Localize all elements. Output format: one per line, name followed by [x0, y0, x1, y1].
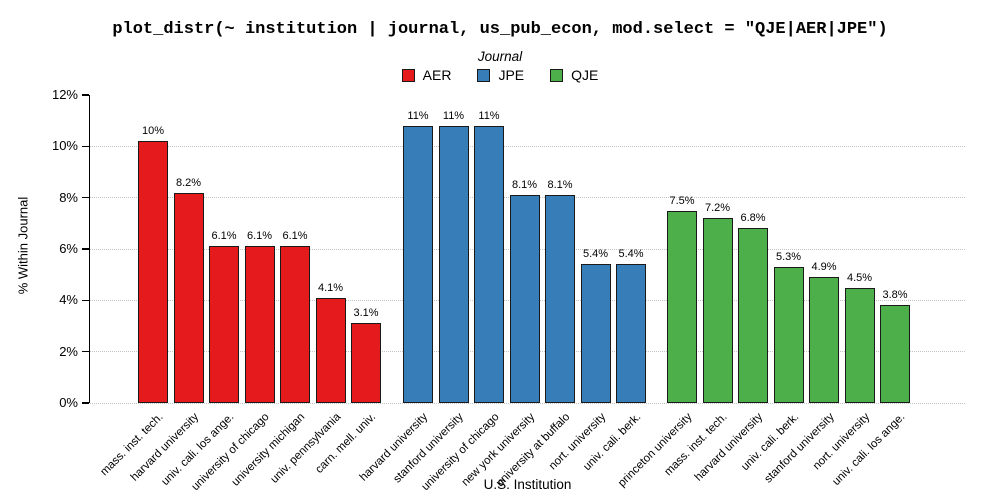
- bar-qje-4: [773, 266, 804, 403]
- bar-aer-1: [138, 141, 168, 403]
- legend: Journal AER JPE QJE: [0, 49, 1000, 83]
- bar-aer-3: [209, 246, 239, 403]
- bar-jpe-7: [616, 264, 646, 403]
- bar-qje-6: [844, 287, 875, 403]
- legend-items: AER JPE QJE: [401, 67, 598, 83]
- y-tick-label-6pct: 6%: [59, 241, 78, 256]
- legend-swatch-qje-icon: [550, 68, 564, 82]
- legend-entry-qje: QJE: [550, 67, 598, 83]
- bar-value-label-qje-4: 5.3%: [775, 250, 802, 263]
- y-tick-label-0pct: 0%: [59, 395, 78, 410]
- bar-qje-1: [667, 210, 697, 403]
- bar-value-label-aer-7: 3.1%: [353, 307, 379, 320]
- bar-value-label-jpe-4: 8.1%: [511, 179, 538, 192]
- legend-entry-jpe: JPE: [477, 67, 524, 83]
- y-tick-6pct: [81, 248, 89, 250]
- bar-value-label-jpe-5: 8.1%: [547, 179, 573, 192]
- y-tick-label-12pct: 12%: [51, 87, 78, 102]
- bar-aer-7: [351, 323, 381, 403]
- bar-jpe-3: [474, 125, 504, 403]
- bar-jpe-6: [580, 264, 611, 403]
- y-tick-label-2pct: 2%: [59, 343, 78, 359]
- legend-swatch-jpe-icon: [477, 68, 491, 82]
- legend-title: Journal: [477, 49, 523, 64]
- bar-value-label-qje-6: 4.5%: [846, 271, 873, 284]
- bar-value-label-aer-6: 4.1%: [317, 281, 344, 294]
- y-tick-8pct: [81, 196, 89, 199]
- bar-value-label-qje-2: 7.2%: [704, 202, 731, 215]
- bar-value-label-qje-3: 6.8%: [740, 212, 766, 225]
- x-tick-label-aer-1: mass. inst. tech.: [98, 411, 166, 479]
- bar-value-label-jpe-2: 11%: [442, 109, 465, 122]
- bar-value-label-aer-4: 6.1%: [246, 230, 273, 243]
- bar-value-label-jpe-7: 5.4%: [618, 248, 644, 261]
- gridline-10pct: [90, 145, 965, 147]
- bar-jpe-2: [438, 125, 469, 403]
- bar-value-label-jpe-3: 11%: [478, 109, 500, 122]
- legend-label-qje: QJE: [571, 67, 599, 83]
- bar-jpe-1: [403, 125, 433, 403]
- y-axis-title: % Within Journal: [15, 196, 31, 295]
- y-tick-label-10pct: 10%: [51, 138, 78, 154]
- bar-value-label-aer-3: 6.1%: [211, 230, 237, 243]
- y-tick-2pct: [81, 350, 89, 353]
- bar-value-label-aer-5: 6.1%: [282, 230, 308, 243]
- gridline-0pct: [90, 402, 965, 404]
- bar-aer-5: [280, 246, 310, 403]
- x-tick-label-qje-2: mass. inst. tech.: [662, 411, 730, 479]
- bar-qje-2: [702, 218, 733, 403]
- bar-value-label-jpe-6: 5.4%: [582, 248, 609, 261]
- bar-qje-5: [809, 277, 839, 403]
- legend-label-jpe: JPE: [498, 67, 525, 83]
- legend-entry-aer: AER: [401, 67, 452, 83]
- y-tick-10pct: [81, 145, 89, 148]
- chart-title: plot_distr(~ institution | journal, us_p…: [112, 20, 888, 39]
- y-tick-label-4pct: 4%: [59, 292, 78, 308]
- legend-swatch-aer-icon: [401, 68, 415, 82]
- y-tick-0pct: [81, 402, 89, 404]
- bar-aer-2: [173, 192, 204, 403]
- bar-value-label-qje-7: 3.8%: [882, 289, 908, 302]
- y-tick-12pct: [81, 94, 89, 96]
- bar-aer-4: [244, 246, 275, 403]
- bar-qje-3: [738, 228, 768, 403]
- bar-value-label-qje-1: 7.5%: [669, 194, 695, 207]
- y-tick-4pct: [81, 299, 89, 302]
- x-axis-title: U.S. Institution: [483, 477, 572, 492]
- bar-jpe-5: [545, 195, 575, 403]
- bar-aer-6: [315, 297, 346, 403]
- y-axis-line: [88, 95, 90, 403]
- bar-qje-7: [880, 305, 910, 403]
- legend-label-aer: AER: [422, 67, 452, 83]
- bar-value-label-qje-5: 4.9%: [811, 261, 837, 274]
- bar-value-label-jpe-1: 11%: [407, 109, 429, 122]
- bar-value-label-aer-2: 8.2%: [175, 176, 202, 189]
- bar-value-label-aer-1: 10%: [141, 125, 165, 138]
- bar-jpe-4: [509, 195, 540, 403]
- y-tick-label-8pct: 8%: [59, 189, 78, 205]
